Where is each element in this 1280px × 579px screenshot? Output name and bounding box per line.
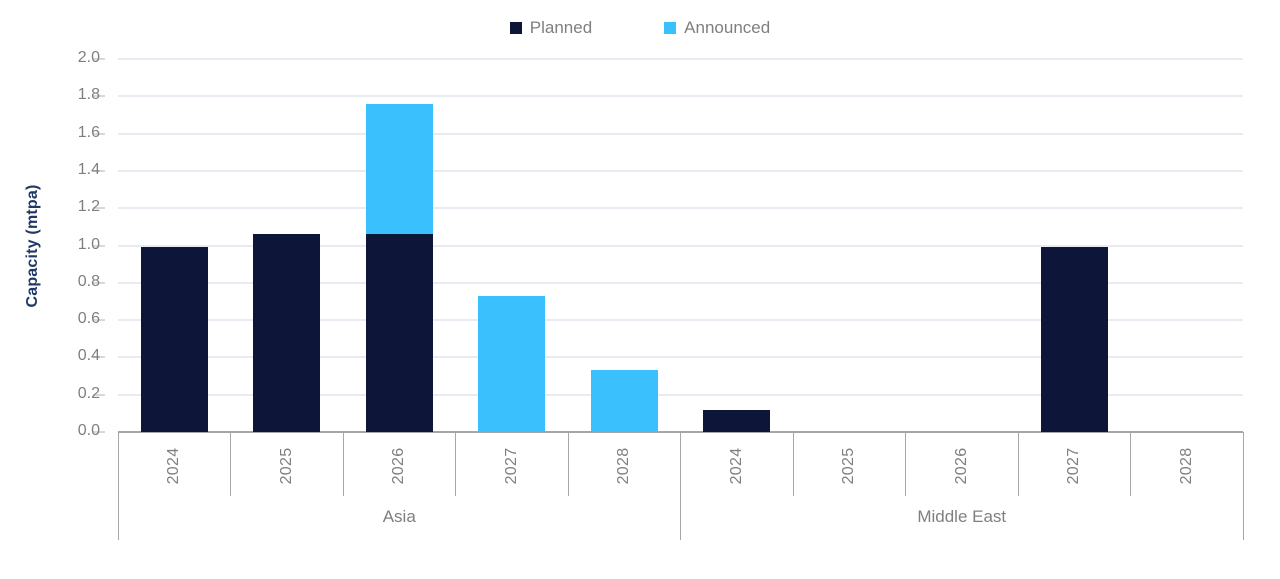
gridline (118, 132, 1243, 135)
legend-item-planned: Planned (509, 18, 593, 38)
group-label: Middle East (917, 507, 1007, 526)
gridline (118, 244, 1243, 247)
group-label: Asia (382, 507, 416, 526)
y-tick-label: 1.4 (77, 160, 100, 178)
year-separator (1017, 432, 1019, 496)
y-tick-label: 0.6 (77, 310, 100, 328)
gridline (118, 169, 1243, 172)
bar-segment-planned-middle-east-2027 (1040, 247, 1108, 432)
gridline (118, 281, 1243, 284)
year-separator (342, 432, 344, 496)
year-label: 2028 (1177, 447, 1195, 485)
y-tick-mark (93, 58, 105, 60)
bar-segment-planned-asia-2026 (365, 234, 433, 432)
year-separator (567, 432, 569, 496)
year-separator (1130, 432, 1131, 496)
bar-segment-planned-middle-east-2024 (703, 409, 771, 432)
bar-segment-announced-asia-2028 (590, 370, 658, 432)
legend-label-planned: Planned (529, 18, 593, 37)
planned-swatch-icon (509, 22, 522, 34)
announced-swatch-icon (664, 22, 677, 34)
y-tick-mark (93, 207, 105, 210)
gridline (118, 356, 1243, 359)
gridline (118, 393, 1243, 396)
year-label: 2027 (1065, 447, 1083, 485)
bar-segment-planned-asia-2025 (253, 234, 321, 432)
y-tick-mark (93, 169, 105, 172)
y-tick-label: 0.2 (77, 384, 100, 402)
y-tick-label: 0.4 (77, 347, 100, 365)
y-tick-label: 1.0 (77, 235, 100, 253)
bar-segment-planned-asia-2024 (140, 247, 208, 432)
y-tick-mark (93, 281, 105, 284)
year-separator (455, 432, 456, 496)
y-tick-label: 1.2 (77, 198, 100, 216)
group-separator (117, 432, 119, 540)
y-tick-label: 0.8 (77, 272, 100, 290)
group-separator (680, 432, 681, 540)
year-label: 2025 (840, 447, 858, 485)
y-tick-mark (93, 319, 105, 322)
gridline (118, 207, 1243, 210)
year-label: 2024 (727, 447, 745, 485)
year-separator (792, 432, 794, 496)
gridline (118, 58, 1243, 60)
group-separator (1242, 432, 1244, 540)
year-label: 2025 (277, 447, 295, 485)
year-separator (905, 432, 906, 496)
year-label: 2026 (390, 447, 408, 485)
y-tick-label: 1.6 (77, 123, 100, 141)
year-label: 2026 (952, 447, 970, 485)
y-tick-label: 1.8 (77, 86, 100, 104)
y-tick-mark (93, 431, 105, 433)
y-tick-mark (93, 132, 105, 135)
bar-segment-announced-asia-2027 (478, 295, 546, 432)
gridline (118, 95, 1243, 98)
y-tick-mark (93, 356, 105, 359)
year-label: 2028 (615, 447, 633, 485)
y-tick-mark (93, 244, 105, 247)
y-tick-label: 0.0 (77, 422, 100, 439)
legend-label-announced: Announced (684, 18, 771, 37)
gridline (118, 319, 1243, 322)
y-tick-label: 2.0 (77, 49, 100, 66)
year-separator (230, 432, 231, 496)
year-label: 2024 (165, 447, 183, 485)
legend: Planned Announced (0, 18, 1280, 38)
legend-item-announced: Announced (664, 18, 770, 38)
bar-segment-announced-asia-2026 (365, 103, 433, 235)
year-label: 2027 (502, 447, 520, 485)
y-tick-mark (93, 95, 105, 98)
y-tick-mark (93, 393, 105, 396)
